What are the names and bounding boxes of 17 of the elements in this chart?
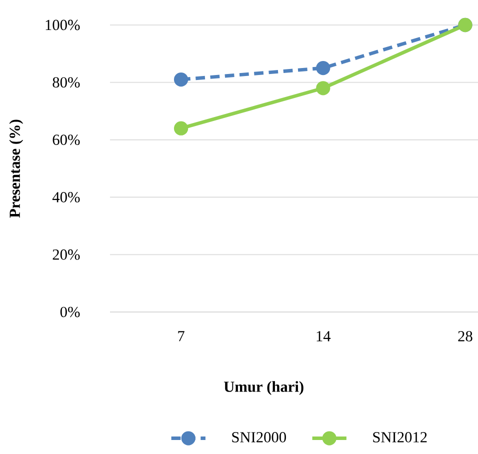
- legend-label: SNI2000: [232, 432, 286, 442]
- legend-label: SNI2012: [373, 432, 427, 442]
- point: [316, 60, 330, 76]
- y-tick-label: 40%: [52, 192, 80, 202]
- y-tick-label: 100%: [46, 20, 80, 30]
- x-tick-label: 7: [178, 331, 184, 342]
- x-tick-label: 14: [316, 331, 331, 342]
- y-tick-label: 80%: [52, 77, 80, 88]
- point: [174, 121, 188, 136]
- y-tick-label: 60%: [52, 134, 80, 146]
- y-axis-title: Presentase (%): [9, 120, 24, 218]
- point: [316, 81, 330, 96]
- y-tick-label: 20%: [52, 249, 80, 260]
- point: [174, 72, 188, 87]
- x-axis-title: Umur (hari): [224, 381, 304, 396]
- y-tick-label: 0%: [60, 306, 80, 318]
- x-tick-label: 28: [458, 331, 472, 342]
